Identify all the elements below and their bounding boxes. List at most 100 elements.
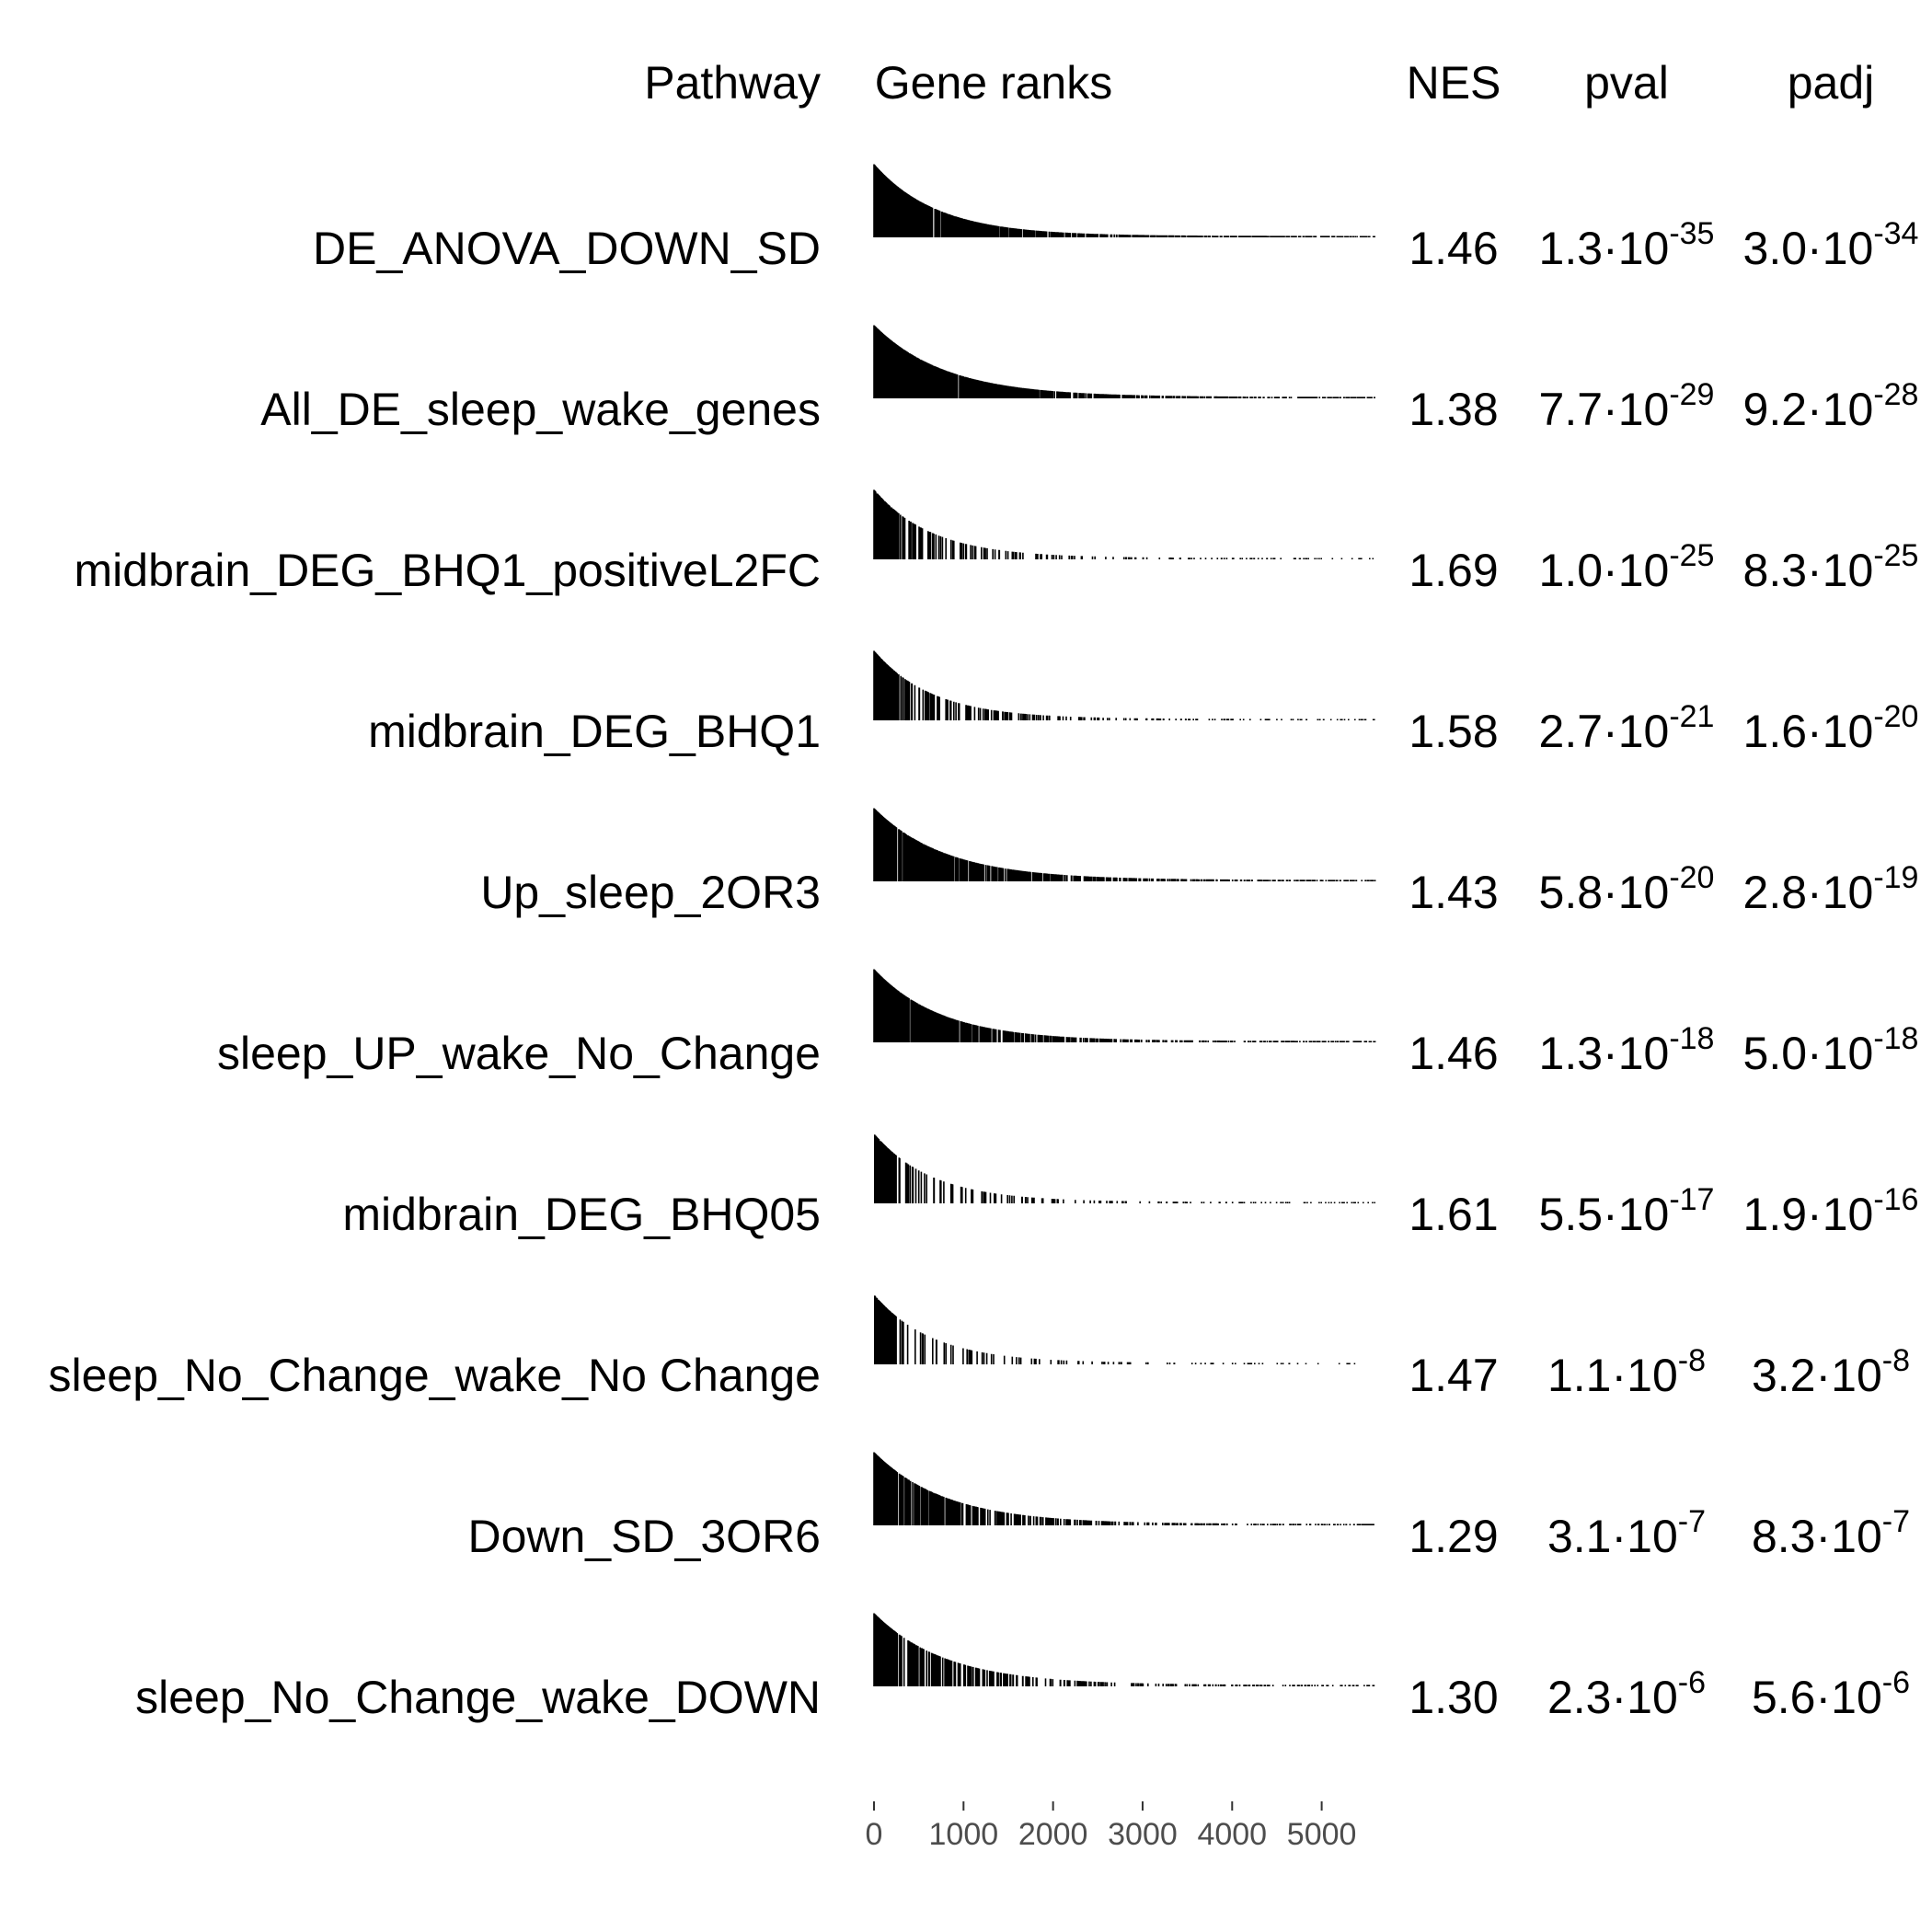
- padj-mantissa: 8.3: [1742, 545, 1808, 596]
- pval-value: 5.8·10-20: [1498, 862, 1755, 918]
- padj-times-ten: ·10: [1807, 1028, 1874, 1079]
- pval-exponent: -35: [1669, 216, 1715, 251]
- gene-rank-row: [873, 969, 1376, 1042]
- header-padj: padj: [1787, 57, 1875, 109]
- pval-mantissa: 2.7: [1538, 706, 1604, 757]
- pval-exponent: -25: [1669, 538, 1715, 573]
- pval-exponent: -7: [1677, 1504, 1706, 1539]
- padj-value: 3.2·10-8: [1702, 1345, 1932, 1401]
- pval-mantissa: 1.3: [1538, 1028, 1604, 1079]
- header-pathway: Pathway: [644, 57, 821, 109]
- header-nes: NES: [1406, 57, 1501, 109]
- padj-value: 9.2·10-28: [1702, 379, 1932, 435]
- pval-exponent: -8: [1677, 1343, 1706, 1378]
- gene-rank-row: [873, 808, 1376, 881]
- pval-times-ten: ·10: [1611, 1350, 1678, 1401]
- gene-rank-barcode: [873, 1613, 1375, 1686]
- gene-rank-row: [873, 489, 1374, 559]
- padj-mantissa: 8.3: [1751, 1511, 1816, 1562]
- pval-exponent: -18: [1669, 1021, 1715, 1056]
- pathway-label: sleep_No_Change_wake_DOWN: [135, 1672, 821, 1723]
- pval-times-ten: ·10: [1611, 1672, 1678, 1723]
- nes-value: 1.29: [1409, 1511, 1499, 1562]
- pval-exponent: -20: [1669, 860, 1715, 895]
- gene-rank-barcode: [873, 969, 1376, 1042]
- header-gene-ranks: Gene ranks: [874, 57, 1113, 109]
- padj-mantissa: 3.2: [1751, 1350, 1816, 1401]
- x-tick-label: 5000: [1287, 1817, 1357, 1852]
- padj-exponent: -19: [1873, 860, 1919, 895]
- padj-exponent: -6: [1881, 1665, 1910, 1700]
- pval-value: 7.7·10-29: [1498, 379, 1755, 435]
- pval-times-ten: ·10: [1603, 867, 1670, 918]
- gene-rank-row: [873, 1452, 1374, 1525]
- pathway-label: All_DE_sleep_wake_genes: [260, 384, 821, 435]
- padj-exponent: -25: [1873, 538, 1919, 573]
- padj-exponent: -7: [1881, 1504, 1910, 1539]
- nes-value: 1.43: [1409, 867, 1499, 918]
- x-tick-label: 3000: [1108, 1817, 1178, 1852]
- gene-rank-barcode: [873, 325, 1375, 398]
- pathway-label: Down_SD_3OR6: [467, 1511, 821, 1562]
- nes-value: 1.38: [1409, 384, 1499, 435]
- pval-mantissa: 5.5: [1538, 1189, 1604, 1240]
- padj-value: 1.9·10-16: [1702, 1184, 1932, 1237]
- padj-exponent: -34: [1873, 216, 1919, 251]
- pval-exponent: -29: [1669, 377, 1715, 412]
- pval-exponent: -21: [1669, 699, 1715, 734]
- gene-rank-barcode: [874, 1134, 1375, 1203]
- padj-value: 3.0·10-34: [1702, 218, 1932, 274]
- nes-value: 1.30: [1409, 1672, 1499, 1723]
- gene-rank-row: [873, 650, 1375, 720]
- padj-times-ten: ·10: [1807, 384, 1874, 435]
- gene-rank-row: [874, 1295, 1356, 1364]
- pval-exponent: -17: [1669, 1182, 1715, 1217]
- padj-times-ten: ·10: [1807, 545, 1874, 596]
- x-tick-label: 1000: [929, 1817, 999, 1852]
- padj-mantissa: 3.0: [1742, 223, 1808, 274]
- x-tick-label: 0: [866, 1817, 883, 1852]
- x-tick-label: 2000: [1018, 1817, 1088, 1852]
- padj-mantissa: 9.2: [1742, 384, 1808, 435]
- pval-value: 3.1·10-7: [1498, 1506, 1755, 1562]
- nes-value: 1.61: [1409, 1189, 1499, 1240]
- padj-exponent: -20: [1873, 699, 1919, 734]
- padj-value: 8.3·10-7: [1702, 1506, 1932, 1562]
- pval-value: 1.1·10-8: [1498, 1345, 1755, 1401]
- pathway-label: sleep_No_Change_wake_No Change: [48, 1350, 821, 1401]
- padj-times-ten: ·10: [1807, 867, 1874, 918]
- padj-value: 5.0·10-18: [1702, 1023, 1932, 1079]
- padj-times-ten: ·10: [1815, 1511, 1882, 1562]
- nes-value: 1.69: [1409, 545, 1499, 596]
- pval-times-ten: ·10: [1603, 223, 1670, 274]
- padj-value: 5.6·10-6: [1702, 1667, 1932, 1723]
- nes-value: 1.47: [1409, 1350, 1499, 1401]
- nes-value: 1.58: [1409, 706, 1499, 757]
- gene-rank-row: [873, 164, 1375, 237]
- padj-exponent: -28: [1873, 377, 1919, 412]
- pathway-label: midbrain_DEG_BHQ05: [342, 1189, 821, 1240]
- pval-times-ten: ·10: [1603, 706, 1670, 757]
- padj-mantissa: 2.8: [1742, 867, 1808, 918]
- pval-times-ten: ·10: [1611, 1511, 1678, 1562]
- pathway-label: Up_sleep_2OR3: [480, 867, 821, 918]
- padj-mantissa: 1.6: [1742, 706, 1808, 757]
- padj-times-ten: ·10: [1815, 1350, 1882, 1401]
- gene-rank-barcode: [873, 489, 1374, 559]
- padj-exponent: -8: [1881, 1343, 1910, 1378]
- padj-mantissa: 5.0: [1742, 1028, 1808, 1079]
- pathway-label: DE_ANOVA_DOWN_SD: [313, 223, 821, 274]
- pval-mantissa: 7.7: [1538, 384, 1604, 435]
- padj-times-ten: ·10: [1815, 1672, 1882, 1723]
- x-axis: 0 1000 2000 3000 4000 5000: [866, 1801, 1357, 1852]
- header-pval: pval: [1584, 57, 1669, 109]
- pval-times-ten: ·10: [1603, 1028, 1670, 1079]
- pval-value: 2.3·10-6: [1498, 1667, 1755, 1723]
- pval-mantissa: 3.1: [1547, 1511, 1612, 1562]
- pval-times-ten: ·10: [1603, 545, 1670, 596]
- pval-mantissa: 1.1: [1547, 1350, 1612, 1401]
- gene-rank-row: [873, 325, 1375, 398]
- padj-value: 2.8·10-19: [1702, 862, 1932, 918]
- pathway-label: sleep_UP_wake_No_Change: [216, 1028, 821, 1079]
- gene-rank-barcode: [874, 1295, 1356, 1364]
